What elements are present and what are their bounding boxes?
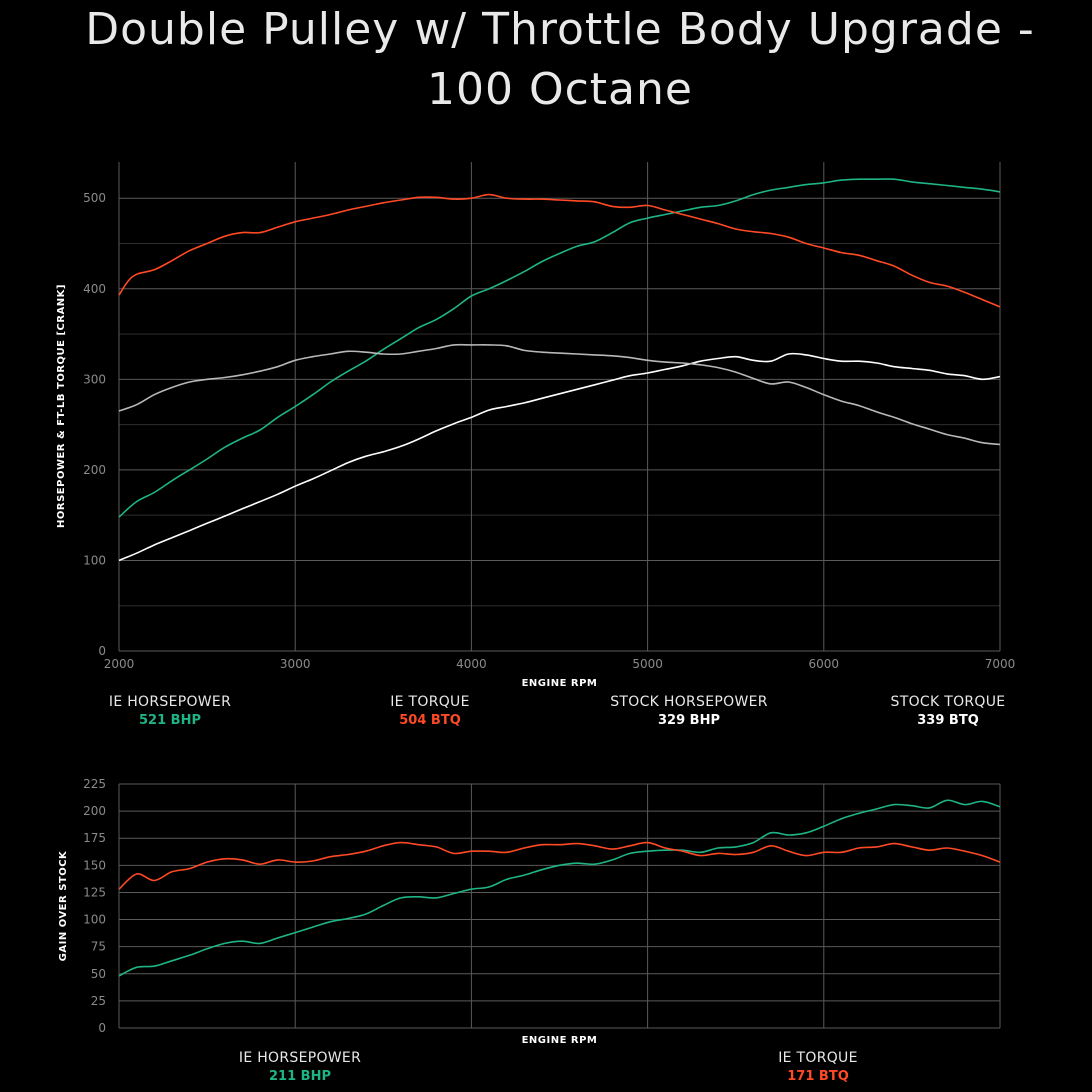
series-line-ie-torque [118, 193, 1001, 308]
y-tick-label: 50 [91, 967, 106, 981]
legend-label: IE TORQUE [778, 1050, 858, 1066]
x-tick-label: 5000 [632, 657, 663, 671]
x-tick-label: 7000 [985, 657, 1016, 671]
series-line-stock-torque [118, 343, 1001, 446]
x-axis-label: ENGINE RPM [522, 1035, 598, 1046]
x-tick-label: 4000 [456, 657, 487, 671]
page-title: Double Pulley w/ Throttle Body Upgrade -… [85, 4, 1035, 115]
y-axis-label: GAIN OVER STOCK [58, 850, 69, 961]
legend-value: 211 BHP [269, 1069, 331, 1084]
legend-gain-horsepower: IE HORSEPOWER 211 BHP [190, 1050, 410, 1084]
x-axis-label: ENGINE RPM [522, 678, 598, 689]
legend-value: 329 BHP [658, 713, 720, 728]
chart-1: 0 100 200 300 400 500 2000 3000 4000 5000 6000 7000… [56, 162, 1015, 689]
legend-label: IE HORSEPOWER [238, 1050, 362, 1066]
legend-value: 504 BTQ [399, 713, 461, 728]
y-tick-label: 100 [83, 553, 106, 567]
y-tick-label: 150 [83, 858, 106, 872]
y-tick-label: 400 [83, 282, 106, 296]
legend-stock-torque: STOCK TORQUE 339 BTQ [838, 694, 1058, 728]
legend-label: IE HORSEPOWER [108, 694, 232, 710]
y-tick-label: 200 [83, 463, 106, 477]
legend-value: 171 BTQ [787, 1069, 849, 1084]
y-tick-label: 500 [83, 191, 106, 205]
x-tick-label: 6000 [809, 657, 840, 671]
y-tick-label: 225 [83, 777, 106, 791]
legend-ie-horsepower: IE HORSEPOWER 521 BHP [60, 694, 280, 728]
y-tick-label: 25 [91, 994, 106, 1008]
series-line-ie-torque [118, 841, 1001, 890]
chart-2: 0 25 50 75 100 125 150 175 200 225 ENGINE RPM GAIN … [58, 777, 1001, 1046]
y-tick-label: 175 [83, 831, 106, 845]
legend-value: 521 BHP [139, 713, 201, 728]
legend-stock-horsepower: STOCK HORSEPOWER 329 BHP [579, 694, 799, 728]
legend-label: STOCK HORSEPOWER [610, 694, 768, 710]
x-tick-label: 2000 [104, 657, 135, 671]
series-line-ie-horsepower [118, 178, 1001, 518]
legend-label: IE TORQUE [390, 694, 470, 710]
y-tick-label: 75 [91, 940, 106, 954]
y-tick-label: 0 [98, 644, 106, 658]
y-axis-label: HORSEPOWER & FT-LB TORQUE [CRANK] [56, 284, 67, 528]
y-tick-label: 0 [98, 1021, 106, 1035]
series-line-ie-horsepower [118, 799, 1001, 977]
y-tick-label: 100 [83, 913, 106, 927]
legend-ie-torque: IE TORQUE 504 BTQ [320, 694, 540, 728]
y-tick-label: 200 [83, 804, 106, 818]
legend-label: STOCK TORQUE [890, 694, 1006, 710]
legend-value: 339 BTQ [917, 713, 979, 728]
y-tick-label: 125 [83, 885, 106, 899]
legend-gain-torque: IE TORQUE 171 BTQ [708, 1050, 928, 1084]
x-tick-label: 3000 [280, 657, 311, 671]
series-line-stock-horsepower [118, 352, 1001, 562]
y-tick-label: 300 [83, 372, 106, 386]
